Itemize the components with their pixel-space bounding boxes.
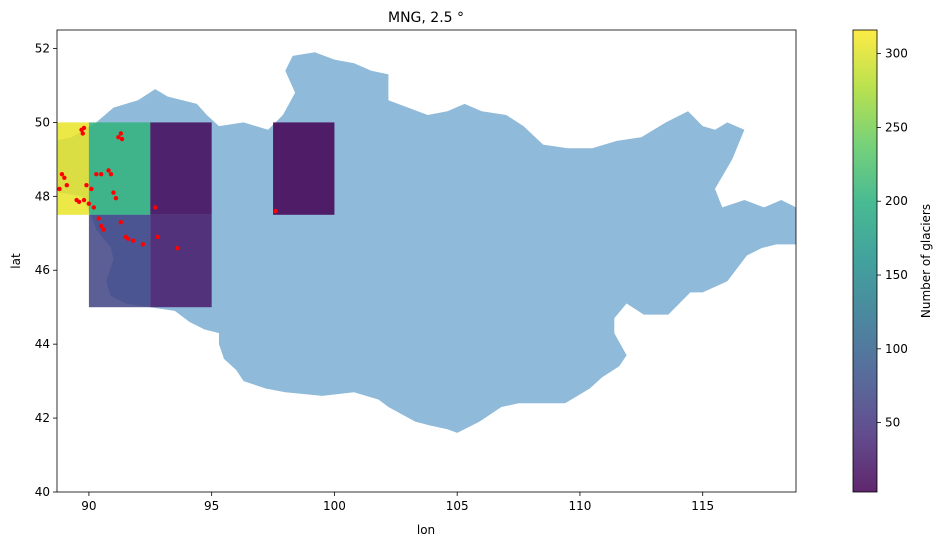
grid-cell <box>150 214 212 308</box>
grid-cell <box>88 214 151 308</box>
colorbar-tick-label: 100 <box>885 342 908 356</box>
glacier-point <box>84 183 89 188</box>
glacier-point <box>94 171 99 177</box>
chart-title: MNG, 2.5 ° <box>388 10 464 26</box>
glacier-point <box>76 199 82 205</box>
glacier-point <box>64 183 70 188</box>
y-axis-label: lat <box>9 253 23 269</box>
glacier-point <box>111 190 116 195</box>
glacier-point <box>98 223 104 229</box>
plot-frame <box>56 29 797 493</box>
glacier-point <box>175 245 180 251</box>
colorbar-tick-label: 200 <box>885 194 908 208</box>
x-axis-ticks: 90 95 100 105 110 115 <box>81 492 714 513</box>
glacier-point <box>86 201 92 206</box>
x-tick-label: 110 <box>568 499 591 513</box>
glacier-point <box>96 216 101 221</box>
glacier-point <box>155 234 160 240</box>
glacier-point <box>273 208 278 214</box>
plot-area <box>57 52 796 433</box>
glacier-point <box>125 236 131 242</box>
y-tick-label: 44 <box>35 337 50 351</box>
colorbar-tick-label: 150 <box>885 268 908 282</box>
colorbar-tick-label: 300 <box>885 47 908 61</box>
country-outline <box>57 52 796 433</box>
glacier-point <box>81 197 87 203</box>
x-tick-label: 105 <box>446 499 469 513</box>
glacier-point <box>106 168 111 173</box>
glacier-points <box>57 125 278 251</box>
glacier-point <box>59 171 65 177</box>
y-tick-label: 50 <box>35 115 50 129</box>
glacier-point <box>57 186 62 192</box>
x-tick-label: 95 <box>204 499 219 513</box>
grid-cells <box>57 122 335 308</box>
colorbar-tick-label: 250 <box>885 120 908 134</box>
glacier-point <box>113 195 119 201</box>
glacier-point <box>62 175 67 181</box>
colorbar-tick-label: 50 <box>885 416 900 430</box>
y-tick-label: 52 <box>35 41 50 55</box>
glacier-point <box>130 238 136 243</box>
colorbar: 50 100 150 200 250 300 Number of glaciers <box>852 29 933 493</box>
glacier-point <box>80 131 85 136</box>
glacier-point <box>118 219 124 225</box>
colorbar-ticks: 50 100 150 200 250 300 <box>877 47 908 430</box>
x-tick-label: 90 <box>81 499 96 513</box>
x-tick-label: 100 <box>323 499 346 513</box>
x-tick-label: 115 <box>691 499 714 513</box>
glacier-point <box>116 134 121 140</box>
colorbar-label: Number of glaciers <box>919 204 933 318</box>
y-tick-label: 40 <box>35 485 50 499</box>
colorbar-gradient <box>852 29 878 493</box>
glacier-point <box>91 205 97 210</box>
glacier-point <box>89 186 94 192</box>
glacier-point <box>140 242 146 247</box>
grid-cell <box>273 122 335 215</box>
glacier-point <box>101 227 106 232</box>
glacier-point <box>108 171 114 177</box>
glacier-point <box>81 125 87 131</box>
y-axis-ticks: 40 42 44 46 48 50 52 <box>35 41 57 499</box>
x-axis-label: lon <box>417 523 435 537</box>
glacier-point <box>98 171 104 177</box>
y-tick-label: 42 <box>35 411 50 425</box>
glacier-point <box>153 205 158 210</box>
y-tick-label: 48 <box>35 189 50 203</box>
glacier-point <box>119 136 125 142</box>
y-tick-label: 46 <box>35 263 50 277</box>
grid-cell <box>150 122 212 215</box>
glacier-point <box>118 131 124 136</box>
